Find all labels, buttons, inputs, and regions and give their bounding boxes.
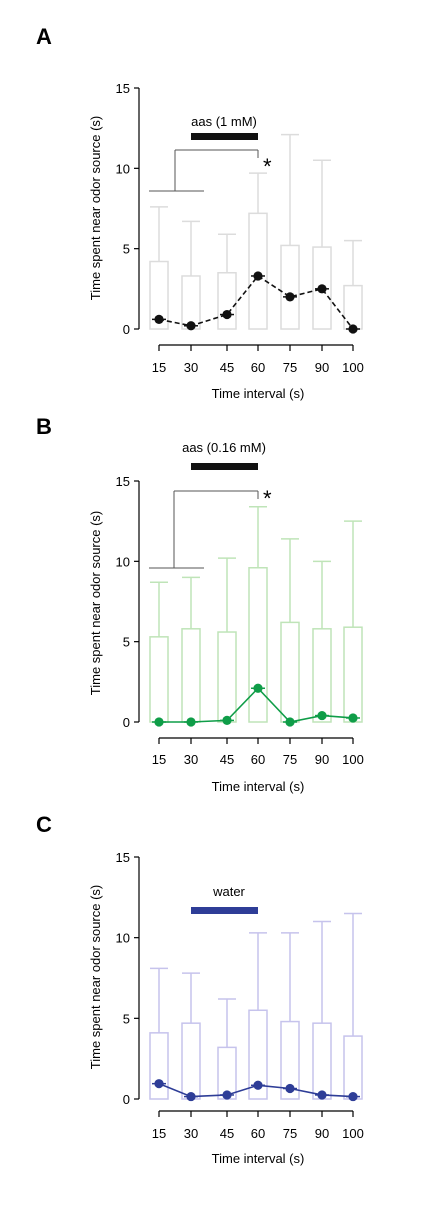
y-tick-label: 5 (123, 635, 130, 650)
data-point (285, 717, 295, 727)
box-bar (149, 260, 169, 330)
y-tick-label: 10 (116, 931, 130, 946)
x-axis-title: Time interval (s) (212, 779, 305, 794)
x-tick-label: 15 (152, 1126, 166, 1141)
x-tick-label: 100 (342, 1126, 364, 1141)
data-point (317, 710, 327, 721)
x-tick-label: 75 (283, 1126, 297, 1141)
treatment-label: water (212, 884, 245, 899)
data-point (222, 309, 232, 320)
data-point (348, 713, 358, 723)
x-tick-label: 30 (184, 1126, 198, 1141)
panel-letter: C (36, 812, 52, 837)
x-tick-label: 60 (251, 752, 265, 767)
box-bar (312, 628, 332, 723)
box-bar (181, 628, 201, 723)
x-tick-label: 100 (342, 752, 364, 767)
y-axis-title: Time spent near odor source (s) (88, 116, 103, 300)
panel-letter: B (36, 414, 52, 439)
x-tick-label: 100 (342, 360, 364, 375)
data-point (285, 1083, 295, 1094)
box-bar (149, 636, 169, 723)
x-tick-label: 90 (315, 1126, 329, 1141)
y-tick-label: 5 (123, 1011, 130, 1026)
data-point (186, 1091, 196, 1102)
y-tick-label: 0 (123, 715, 130, 730)
x-tick-label: 60 (251, 360, 265, 375)
x-axis-title: Time interval (s) (212, 1151, 305, 1166)
data-point (253, 683, 263, 693)
data-point (154, 314, 164, 324)
treatment-bar (191, 907, 258, 914)
data-point (348, 324, 358, 334)
data-point (317, 284, 327, 294)
y-tick-label: 0 (123, 1092, 130, 1107)
x-tick-label: 45 (220, 360, 234, 375)
box-bar (248, 212, 268, 330)
data-point (154, 717, 164, 727)
y-tick-label: 0 (123, 322, 130, 337)
data-point (154, 1079, 164, 1089)
y-tick-label: 15 (116, 850, 130, 865)
y-tick-label: 15 (116, 81, 130, 96)
data-point (186, 717, 196, 727)
series-line-mean (158, 274, 354, 330)
box-bar (217, 631, 237, 723)
y-tick-label: 10 (116, 554, 130, 569)
box-bar (280, 244, 300, 330)
y-axis-title: Time spent near odor source (s) (88, 511, 103, 695)
x-tick-label: 75 (283, 360, 297, 375)
data-point (253, 1080, 263, 1090)
x-axis-title: Time interval (s) (212, 386, 305, 401)
box-bar (280, 621, 300, 723)
data-point (348, 1091, 358, 1102)
data-point (317, 1090, 327, 1100)
x-tick-label: 15 (152, 752, 166, 767)
panel-a: A Time spent near odor source (s) Time i… (36, 24, 364, 401)
x-tick-label: 75 (283, 752, 297, 767)
treatment-bar (191, 133, 258, 140)
y-axis-title: Time spent near odor source (s) (88, 885, 103, 1069)
panel-b: B Time spent near odor source (s) Time i… (36, 414, 364, 794)
x-tick-label: 90 (315, 752, 329, 767)
treatment-label: aas (1 mM) (191, 114, 257, 129)
data-point (222, 1090, 232, 1100)
treatment-label: aas (0.16 mM) (182, 440, 266, 455)
panel-c: C Time spent near odor source (s) Time i… (36, 812, 364, 1166)
box-bar (248, 1009, 268, 1100)
box-bar (343, 284, 363, 330)
x-tick-label: 30 (184, 752, 198, 767)
data-point (222, 715, 232, 725)
box-bar (181, 275, 201, 330)
box-bar (248, 567, 268, 723)
treatment-bar (191, 463, 258, 470)
box-bar (312, 1022, 332, 1100)
y-tick-label: 5 (123, 242, 130, 257)
panel-letter: A (36, 24, 52, 49)
box-bar (149, 1032, 169, 1100)
box-bar (312, 246, 332, 330)
data-point (285, 292, 295, 302)
x-tick-label: 90 (315, 360, 329, 375)
box-bar (181, 1022, 201, 1100)
box-bar (343, 626, 363, 723)
x-tick-label: 15 (152, 360, 166, 375)
significance-marker: * (263, 486, 272, 511)
data-point (253, 271, 263, 281)
box-bar (217, 272, 237, 330)
x-tick-label: 30 (184, 360, 198, 375)
y-tick-label: 15 (116, 474, 130, 489)
x-tick-label: 45 (220, 1126, 234, 1141)
y-tick-label: 10 (116, 161, 130, 176)
significance-marker: * (263, 154, 272, 179)
data-point (186, 321, 196, 331)
x-tick-label: 45 (220, 752, 234, 767)
box-bar (343, 1035, 363, 1100)
box-bar (280, 1020, 300, 1100)
x-tick-label: 60 (251, 1126, 265, 1141)
